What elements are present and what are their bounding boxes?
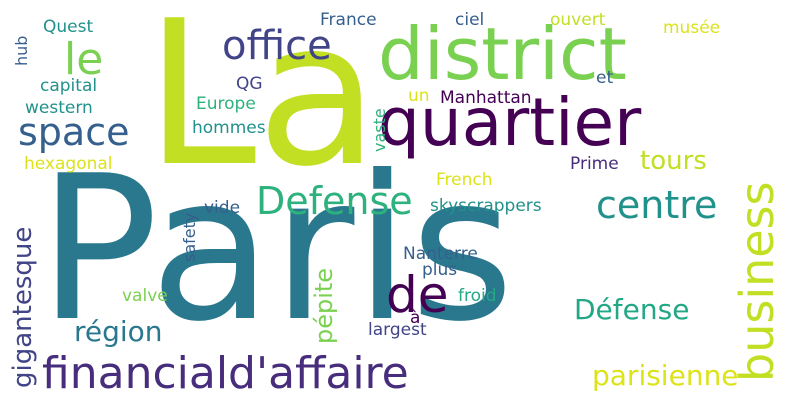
word-prime: Prime bbox=[570, 154, 619, 174]
word-region: région bbox=[74, 315, 163, 348]
word-vaste: vaste bbox=[370, 108, 389, 152]
word-centre: centre bbox=[596, 183, 718, 227]
word-business: business bbox=[730, 181, 784, 383]
word-western: western bbox=[25, 98, 93, 118]
word-quartier: quartier bbox=[378, 84, 642, 161]
word-safety: safety bbox=[180, 212, 199, 262]
word-vide: vide bbox=[204, 198, 241, 218]
word-parisienne: parisienne bbox=[592, 359, 739, 392]
word-froid: froid bbox=[458, 286, 497, 306]
word-manhattan: Manhattan bbox=[440, 88, 532, 108]
word-europe: Europe bbox=[196, 94, 256, 114]
word-gigantesque: gigantesque bbox=[8, 226, 38, 388]
word-et: et bbox=[596, 68, 614, 88]
word-tours: tours bbox=[640, 146, 707, 176]
word-a: à bbox=[410, 308, 421, 328]
word-pepite: pépite bbox=[310, 267, 338, 344]
word-paris: Paris bbox=[38, 133, 515, 366]
word-capital: capital bbox=[40, 76, 98, 96]
word-ciel: ciel bbox=[455, 10, 485, 30]
word-de: de bbox=[386, 266, 449, 324]
word-defense-accent: Défense bbox=[574, 293, 690, 326]
word-plus: plus bbox=[422, 260, 458, 280]
word-nanterre: Nanterre bbox=[403, 244, 478, 264]
word-skyscrappers: skyscrappers bbox=[430, 196, 542, 216]
word-le: le bbox=[64, 34, 104, 85]
word-france: France bbox=[320, 10, 377, 30]
word-valve: valve bbox=[122, 286, 168, 306]
word-ouvert: ouvert bbox=[550, 10, 606, 30]
word-qg: QG bbox=[236, 74, 263, 94]
word-space: space bbox=[18, 110, 130, 154]
word-defense: Defense bbox=[256, 179, 413, 223]
word-financiald: financiald'affaire bbox=[42, 348, 409, 399]
word-office: office bbox=[222, 23, 332, 69]
word-quest: Quest bbox=[43, 17, 94, 37]
word-la: La bbox=[145, 0, 379, 211]
word-un: un bbox=[408, 86, 430, 106]
word-hommes: hommes bbox=[192, 118, 266, 138]
word-largest: largest bbox=[368, 320, 427, 340]
word-french: French bbox=[436, 170, 493, 190]
word-hexagonal: hexagonal bbox=[24, 154, 113, 174]
word-district: district bbox=[378, 12, 627, 96]
word-hub: hub bbox=[12, 35, 31, 66]
word-musee: musée bbox=[663, 18, 721, 38]
